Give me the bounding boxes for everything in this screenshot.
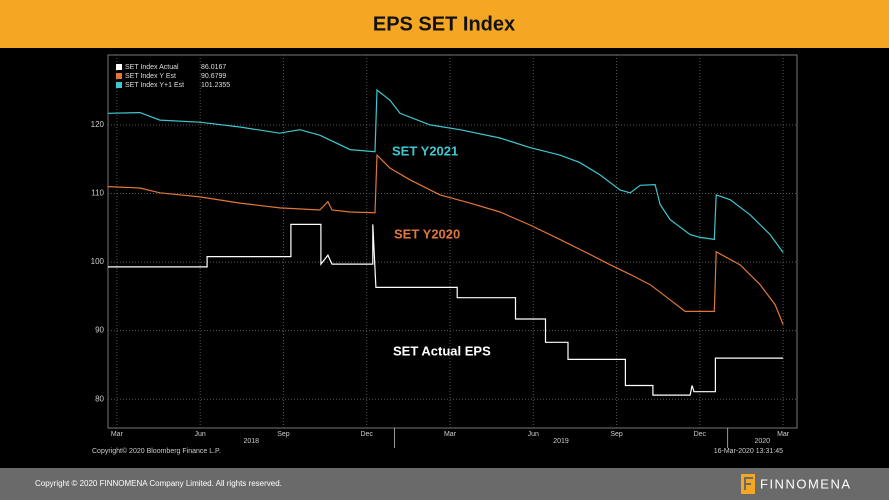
series-line	[107, 88, 784, 253]
footer-copyright: Copyright © 2020 FINNOMENA Company Limit…	[35, 479, 282, 488]
x-tick-label: Sep	[277, 431, 290, 438]
x-tick-label: Mar	[777, 431, 790, 438]
year-label: 2019	[553, 438, 569, 445]
plot-frame	[107, 54, 798, 429]
x-tick-label: Dec	[694, 431, 707, 438]
x-tick-label: Jun	[528, 431, 539, 438]
legend-value: 86.0167	[201, 64, 226, 71]
logo-text: FINNOMENA	[760, 476, 852, 491]
x-tick-label: Sep	[610, 431, 623, 438]
year-label: 2020	[755, 438, 771, 445]
source-note: Copyright© 2020 Bloomberg Finance L.P.	[92, 447, 221, 455]
legend-value: 90.6799	[201, 73, 226, 80]
header-bar	[0, 0, 889, 48]
annotation: SET Y2021	[392, 143, 458, 158]
legend-swatch	[116, 73, 122, 79]
x-tick-label: Mar	[111, 431, 124, 438]
legend-label: SET Index Actual	[125, 64, 179, 71]
y-tick-label: 80	[95, 394, 104, 403]
x-tick-label: Jun	[195, 431, 206, 438]
x-tick-label: Dec	[360, 431, 373, 438]
series-line	[107, 153, 784, 325]
page-title: EPS SET Index	[373, 13, 515, 35]
footer-bar	[0, 468, 889, 500]
y-tick-label: 110	[91, 189, 104, 198]
y-tick-label: 100	[91, 257, 105, 266]
series-line	[108, 223, 784, 396]
y-tick-label: 120	[91, 120, 105, 129]
y-tick-label: 90	[95, 326, 104, 335]
legend-swatch	[116, 64, 122, 70]
annotation: SET Y2020	[394, 226, 460, 241]
timestamp: 16-Mar-2020 13:31:45	[714, 448, 783, 455]
logo-letter	[744, 477, 753, 490]
legend-label: SET Index Y+1 Est	[125, 82, 184, 89]
x-tick-label: Mar	[444, 431, 457, 438]
annotation: SET Actual EPS	[393, 343, 491, 358]
year-label: 2018	[243, 438, 259, 445]
legend-label: SET Index Y Est	[125, 73, 176, 80]
legend-value: 101.2355	[201, 82, 230, 89]
legend-swatch	[116, 82, 122, 88]
